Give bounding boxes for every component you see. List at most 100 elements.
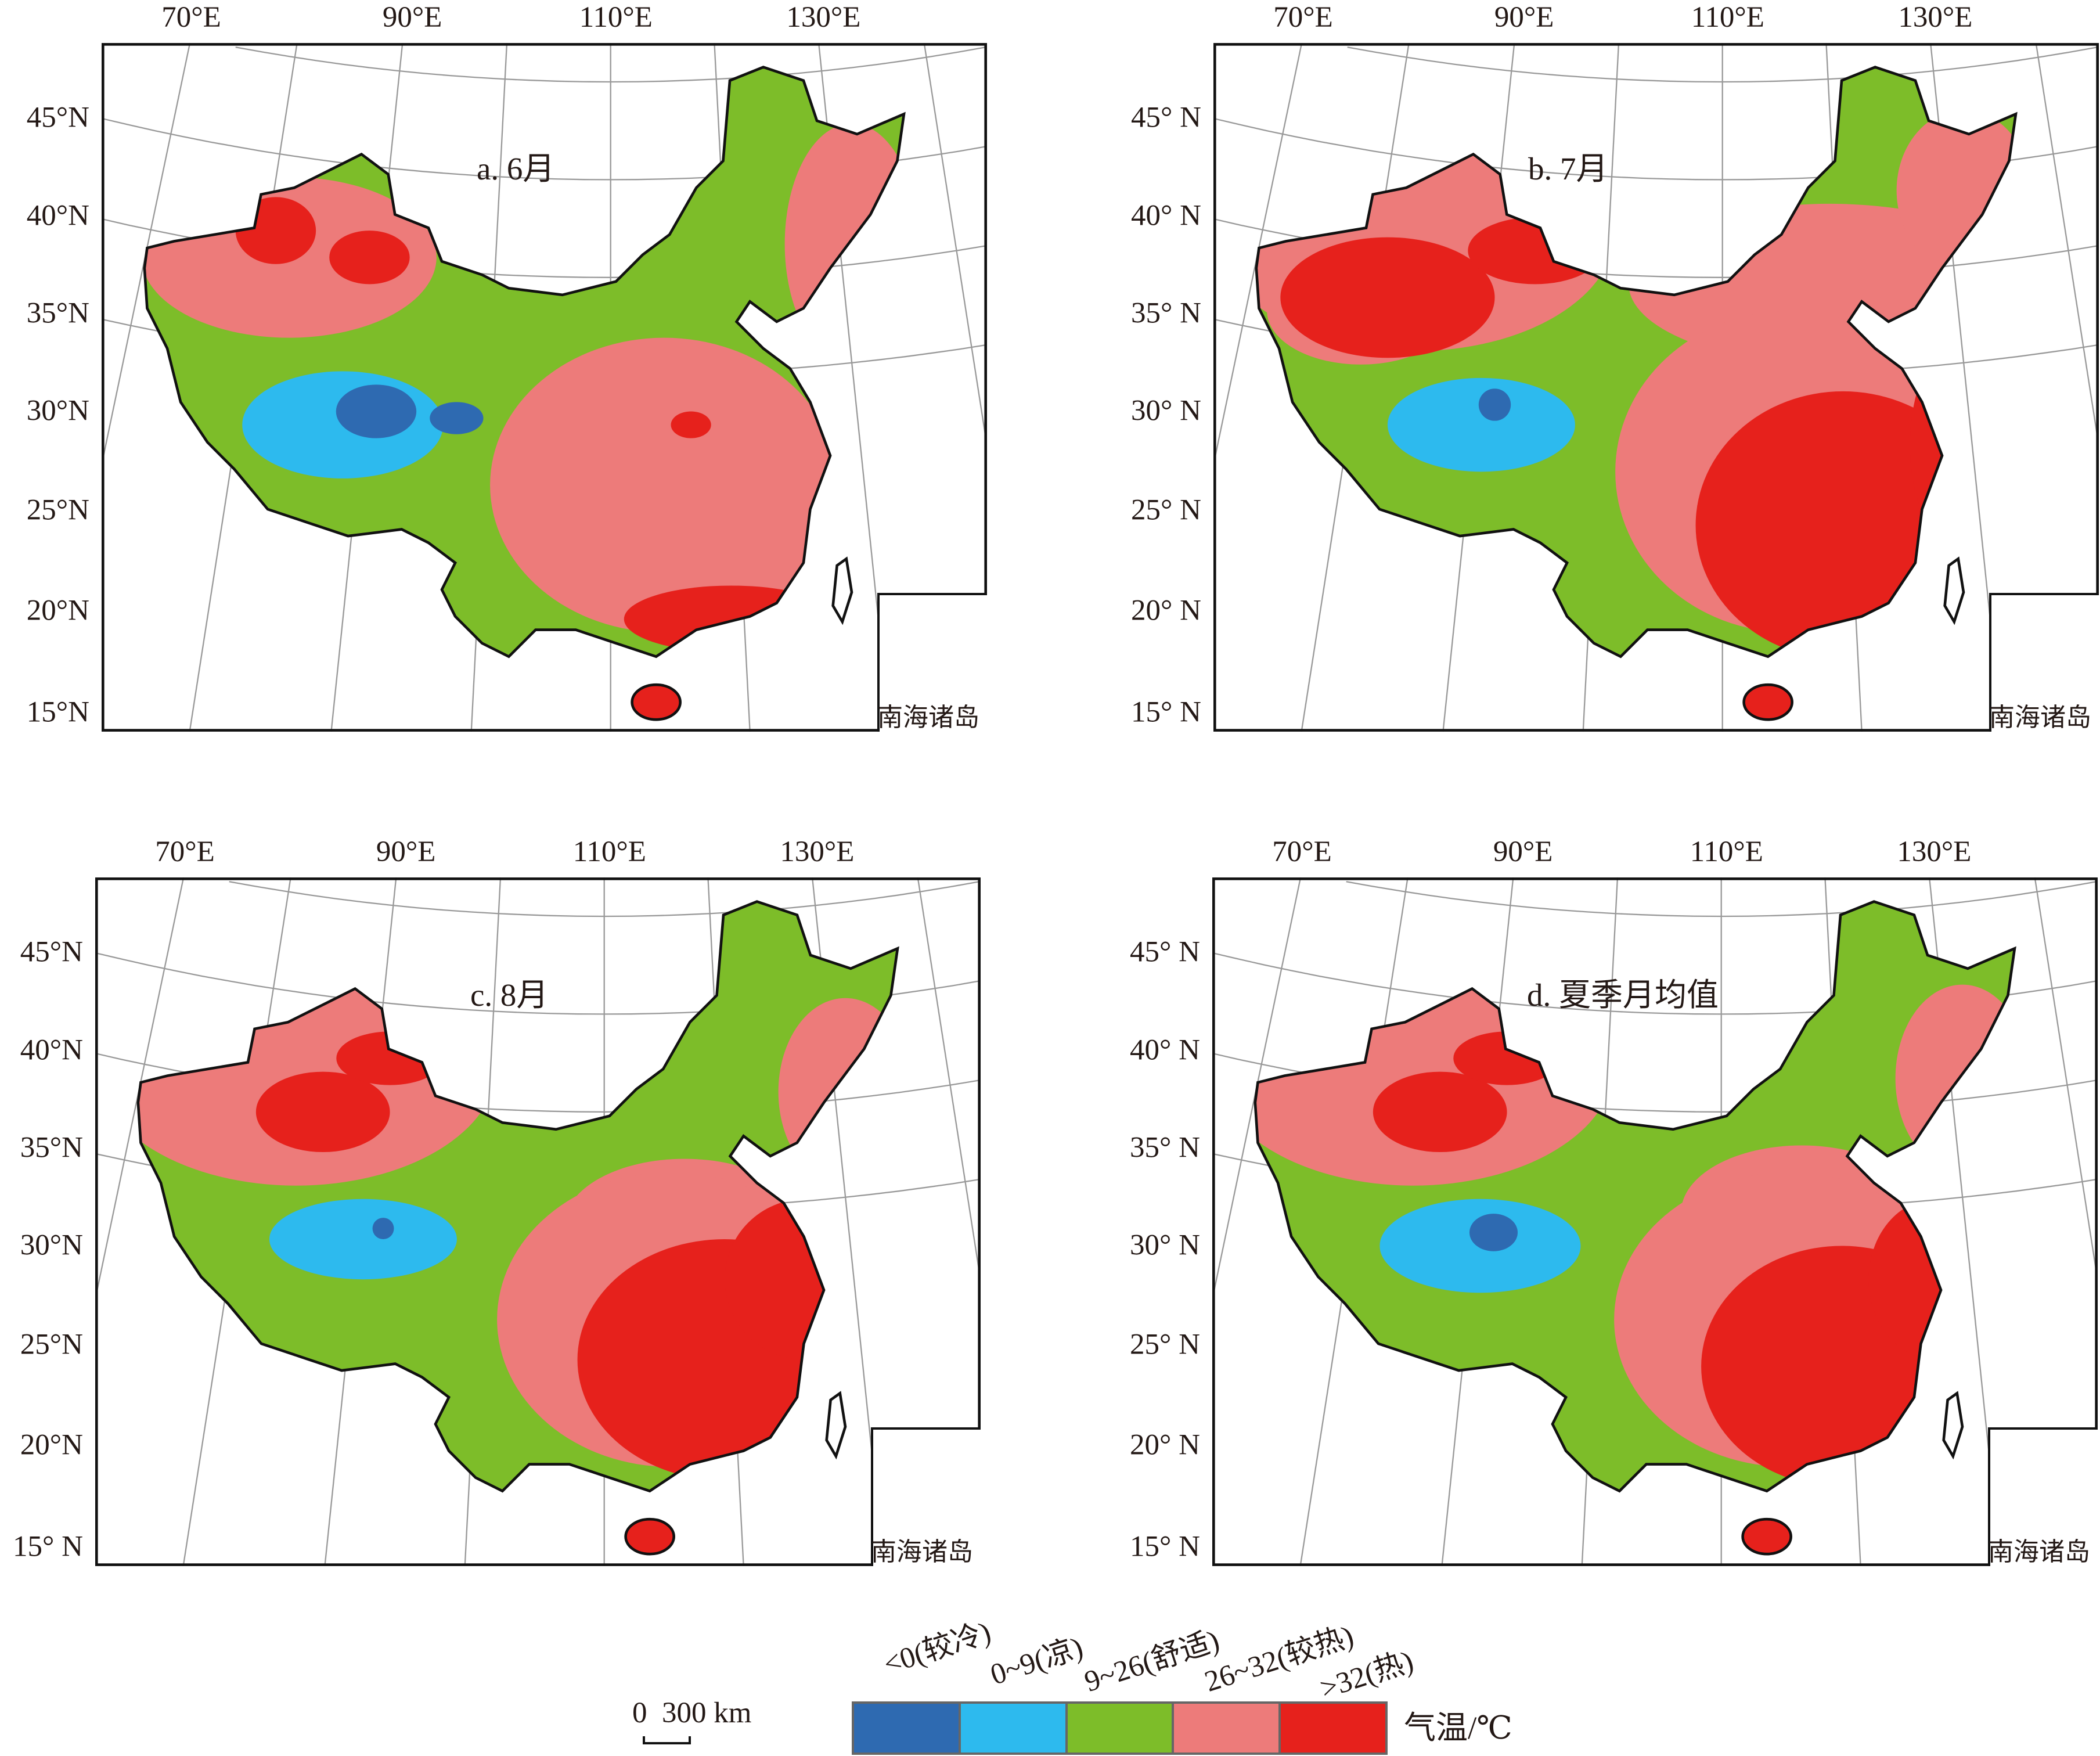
- parallel-line: [1346, 881, 2097, 917]
- legend-label: 0~9(凉): [986, 1631, 1087, 1692]
- map-panel-summer-mean: 70°E 90°E 110°E 130°E 45° N 40° N 35° N 30° N 25…: [1130, 837, 2098, 1566]
- meridian-line: [2034, 877, 2098, 1285]
- meridian-line: [917, 877, 981, 1285]
- temperature-zone: [1373, 1071, 1507, 1153]
- map-svg: [1213, 43, 2099, 732]
- latitude-label: 20°N: [26, 594, 89, 627]
- taiwan-island: [1943, 556, 1965, 625]
- latitude-label: 15° N: [1130, 1530, 1200, 1563]
- latitude-label: 25°N: [26, 494, 89, 527]
- china-boundary: [143, 66, 906, 658]
- latitude-label: 20° N: [1130, 1428, 1200, 1462]
- latitude-label: 45° N: [1130, 935, 1200, 969]
- map-panel-june: 70°E 90°E 110°E 130°E 45°N 40°N 35°N 30°N 25°N 20…: [27, 3, 987, 732]
- longitude-label: 90°E: [382, 1, 442, 34]
- map-svg: [95, 877, 981, 1566]
- longitude-label: 110°E: [572, 836, 646, 868]
- meridian-line: [102, 43, 191, 469]
- legend-label: <0(较冷): [880, 1615, 995, 1681]
- latitude-label: 35° N: [1130, 1131, 1200, 1164]
- south-china-sea-inset: 南海诸岛: [877, 593, 987, 732]
- parallel-line: [229, 881, 979, 917]
- temperature-zone: [1478, 388, 1511, 421]
- panel-title: d. 夏季月均值: [1527, 977, 1719, 1013]
- south-china-sea-inset: 南海诸岛: [1989, 593, 2099, 732]
- panel-title: a. 6月: [477, 151, 555, 186]
- longitude-label: 110°E: [1691, 1, 1764, 34]
- longitude-label: 90°E: [376, 836, 436, 868]
- legend-swatch: [1281, 1704, 1385, 1753]
- scale-bar: [643, 1736, 691, 1744]
- temperature-zone: [671, 411, 711, 438]
- inset-label: 南海诸岛: [1989, 703, 2091, 732]
- legend-unit: 气温/℃: [1404, 1710, 1512, 1746]
- legend-swatch: [1067, 1704, 1175, 1753]
- temperature-zone: [269, 1199, 457, 1280]
- south-china-sea-inset: 南海诸岛: [1988, 1427, 2098, 1566]
- longitude-label: 70°E: [1273, 1, 1333, 34]
- latitude-label: 20° N: [1131, 594, 1201, 627]
- longitude-label: 70°E: [161, 1, 221, 34]
- latitude-label: 40°N: [20, 1034, 83, 1067]
- latitude-label: 45°N: [20, 935, 83, 969]
- longitude-label: 130°E: [1897, 836, 1972, 868]
- temperature-zone: [255, 1071, 390, 1153]
- temperature-zone: [1469, 1214, 1518, 1251]
- china-boundary: [1253, 900, 2016, 1493]
- taiwan-island: [1942, 1391, 1964, 1460]
- temperature-zone: [1387, 377, 1575, 472]
- temperature-zone: [490, 337, 838, 633]
- latitude-label: 30° N: [1130, 1229, 1200, 1262]
- china-boundary: [136, 900, 899, 1493]
- longitude-label: 70°E: [155, 836, 215, 868]
- longitude-label: 130°E: [786, 1, 861, 34]
- inset-label: 南海诸岛: [877, 703, 979, 732]
- latitude-label: 15° N: [1131, 696, 1201, 729]
- south-china-sea-inset: 南海诸岛: [871, 1427, 981, 1566]
- hainan-island: [1741, 1517, 1792, 1556]
- longitude-label: 130°E: [780, 836, 855, 868]
- taiwan-island: [825, 1391, 847, 1460]
- inset-label: 南海诸岛: [1988, 1537, 2090, 1566]
- legend-swatch: [854, 1704, 961, 1753]
- taiwan-island: [831, 556, 853, 625]
- latitude-label: 25°N: [20, 1328, 83, 1361]
- map-panel-august: 70°E 90°E 110°E 130°E 45°N 40°N 35°N 30°N 25°N 20…: [13, 837, 981, 1566]
- meridian-line: [1213, 43, 1303, 469]
- longitude-label: 130°E: [1898, 1, 1973, 34]
- legend-colorbar: [852, 1701, 1388, 1755]
- latitude-label: 20°N: [20, 1428, 83, 1462]
- temperature-zone: [329, 231, 410, 285]
- longitude-label: 70°E: [1272, 836, 1332, 868]
- latitude-label: 15°N: [26, 696, 89, 729]
- hainan-island: [1742, 683, 1793, 721]
- latitude-label: 15° N: [13, 1530, 83, 1563]
- parallel-line: [235, 46, 986, 83]
- meridian-line: [923, 43, 987, 451]
- temperature-zone: [430, 402, 484, 434]
- latitude-label: 30° N: [1131, 394, 1201, 427]
- meridian-line: [1212, 877, 1302, 1303]
- meridian-line: [95, 877, 185, 1303]
- longitude-label: 110°E: [1690, 836, 1763, 868]
- legend-swatch: [960, 1704, 1068, 1753]
- scale-bar-label: 0 300 km: [632, 1697, 752, 1729]
- latitude-label: 45°N: [26, 101, 89, 134]
- panel-title: c. 8月: [470, 977, 549, 1013]
- longitude-label: 90°E: [1494, 1, 1554, 34]
- map-panel-july: 70°E 90°E 110°E 130°E 45° N 40° N 35° N 30° N 25…: [1131, 3, 2099, 732]
- latitude-label: 30°N: [26, 394, 89, 427]
- panel-title: b. 7月: [1528, 151, 1608, 186]
- latitude-label: 40°N: [26, 199, 89, 232]
- longitude-label: 90°E: [1493, 836, 1553, 868]
- temperature-zone: [372, 1218, 394, 1239]
- legend-swatch: [1174, 1704, 1281, 1753]
- latitude-label: 45° N: [1131, 101, 1201, 134]
- latitude-label: 25° N: [1130, 1328, 1200, 1361]
- parallel-line: [1347, 46, 2098, 83]
- legend-label: 9~26(舒适): [1080, 1624, 1223, 1699]
- latitude-label: 35° N: [1131, 297, 1201, 330]
- china-boundary: [1255, 66, 2018, 658]
- longitude-label: 110°E: [579, 1, 653, 34]
